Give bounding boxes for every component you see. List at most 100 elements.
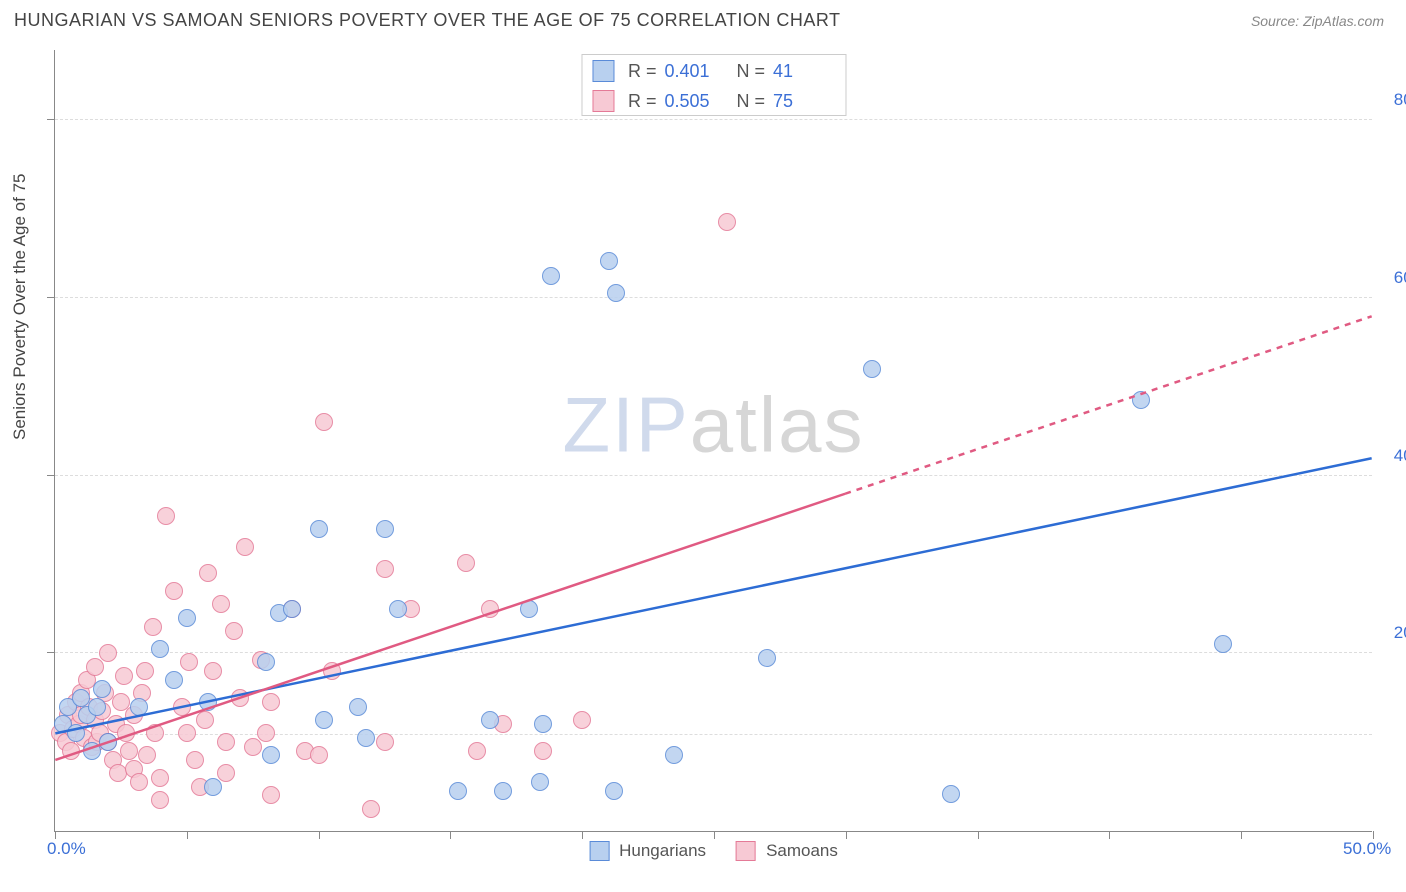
legend-correlation: R =0.401N =41R =0.505N =75 — [581, 54, 846, 116]
hungarian-point — [93, 680, 111, 698]
samoan-point — [310, 746, 328, 764]
samoan-point — [130, 773, 148, 791]
trend-line — [845, 316, 1372, 494]
hungarian-point — [520, 600, 538, 618]
samoan-point — [376, 733, 394, 751]
x-tick — [319, 831, 320, 839]
samoan-point — [120, 742, 138, 760]
gridline — [55, 734, 1372, 735]
legend-n-label: N = — [737, 91, 766, 112]
hungarian-point — [531, 773, 549, 791]
x-tick — [1373, 831, 1374, 839]
samoan-point — [204, 662, 222, 680]
y-tick — [47, 475, 55, 476]
source-label: Source: ZipAtlas.com — [1251, 13, 1384, 29]
gridline — [55, 297, 1372, 298]
x-tick — [582, 831, 583, 839]
trend-lines — [55, 50, 1372, 831]
hungarian-point — [605, 782, 623, 800]
hungarian-point — [310, 520, 328, 538]
hungarian-point — [283, 600, 301, 618]
samoan-point — [86, 658, 104, 676]
legend-item: Samoans — [736, 841, 838, 861]
legend-row: R =0.401N =41 — [582, 55, 845, 85]
x-tick — [978, 831, 979, 839]
samoan-point — [323, 662, 341, 680]
x-tick-label: 0.0% — [47, 839, 86, 859]
samoan-point — [362, 800, 380, 818]
y-tick — [47, 652, 55, 653]
hungarian-point — [88, 698, 106, 716]
legend-row: R =0.505N =75 — [582, 85, 845, 115]
hungarian-point — [758, 649, 776, 667]
y-tick-label: 60.0% — [1394, 268, 1406, 288]
scatter-chart: R =0.401N =41R =0.505N =75 ZIPatlas Hung… — [54, 50, 1372, 832]
samoan-point — [481, 600, 499, 618]
legend-item: Hungarians — [589, 841, 706, 861]
samoan-point — [144, 618, 162, 636]
hungarian-point — [349, 698, 367, 716]
hungarian-point — [1132, 391, 1150, 409]
samoan-point — [157, 507, 175, 525]
y-axis-label: Seniors Poverty Over the Age of 75 — [10, 174, 30, 440]
hungarian-point — [600, 252, 618, 270]
gridline — [55, 119, 1372, 120]
legend-r-value: 0.401 — [665, 61, 723, 82]
hungarian-point — [165, 671, 183, 689]
samoan-point — [257, 724, 275, 742]
samoan-point — [376, 560, 394, 578]
samoan-point — [199, 564, 217, 582]
y-tick — [47, 297, 55, 298]
hungarian-point — [204, 778, 222, 796]
watermark-part1: ZIP — [562, 380, 689, 468]
samoan-point — [146, 724, 164, 742]
legend-swatch — [736, 841, 756, 861]
hungarian-point — [863, 360, 881, 378]
samoan-point — [62, 742, 80, 760]
hungarian-point — [262, 746, 280, 764]
trend-line — [55, 494, 845, 760]
samoan-point — [212, 595, 230, 613]
samoan-point — [151, 769, 169, 787]
legend-n-label: N = — [737, 61, 766, 82]
samoan-point — [151, 791, 169, 809]
hungarian-point — [151, 640, 169, 658]
samoan-point — [718, 213, 736, 231]
chart-title: HUNGARIAN VS SAMOAN SENIORS POVERTY OVER… — [14, 10, 841, 31]
hungarian-point — [376, 520, 394, 538]
x-tick — [450, 831, 451, 839]
watermark-part2: atlas — [690, 380, 865, 468]
y-tick-label: 20.0% — [1394, 623, 1406, 643]
samoan-point — [138, 746, 156, 764]
samoan-point — [217, 764, 235, 782]
hungarian-point — [942, 785, 960, 803]
hungarian-point — [481, 711, 499, 729]
samoan-point — [457, 554, 475, 572]
legend-r-value: 0.505 — [665, 91, 723, 112]
legend-r-label: R = — [628, 61, 657, 82]
trend-line — [55, 458, 1371, 733]
samoan-point — [217, 733, 235, 751]
hungarian-point — [130, 698, 148, 716]
samoan-point — [99, 644, 117, 662]
gridline — [55, 475, 1372, 476]
samoan-point — [534, 742, 552, 760]
hungarian-point — [665, 746, 683, 764]
samoan-point — [180, 653, 198, 671]
samoan-point — [573, 711, 591, 729]
watermark: ZIPatlas — [562, 379, 864, 470]
legend-swatch — [592, 90, 614, 112]
hungarian-point — [389, 600, 407, 618]
hungarian-point — [199, 693, 217, 711]
samoan-point — [262, 786, 280, 804]
legend-series: Hungarians Samoans — [589, 841, 838, 861]
samoan-point — [244, 738, 262, 756]
hungarian-point — [607, 284, 625, 302]
samoan-point — [315, 413, 333, 431]
samoan-point — [262, 693, 280, 711]
samoan-point — [196, 711, 214, 729]
legend-label: Hungarians — [619, 841, 706, 861]
samoan-point — [468, 742, 486, 760]
x-tick — [714, 831, 715, 839]
y-tick-label: 40.0% — [1394, 446, 1406, 466]
